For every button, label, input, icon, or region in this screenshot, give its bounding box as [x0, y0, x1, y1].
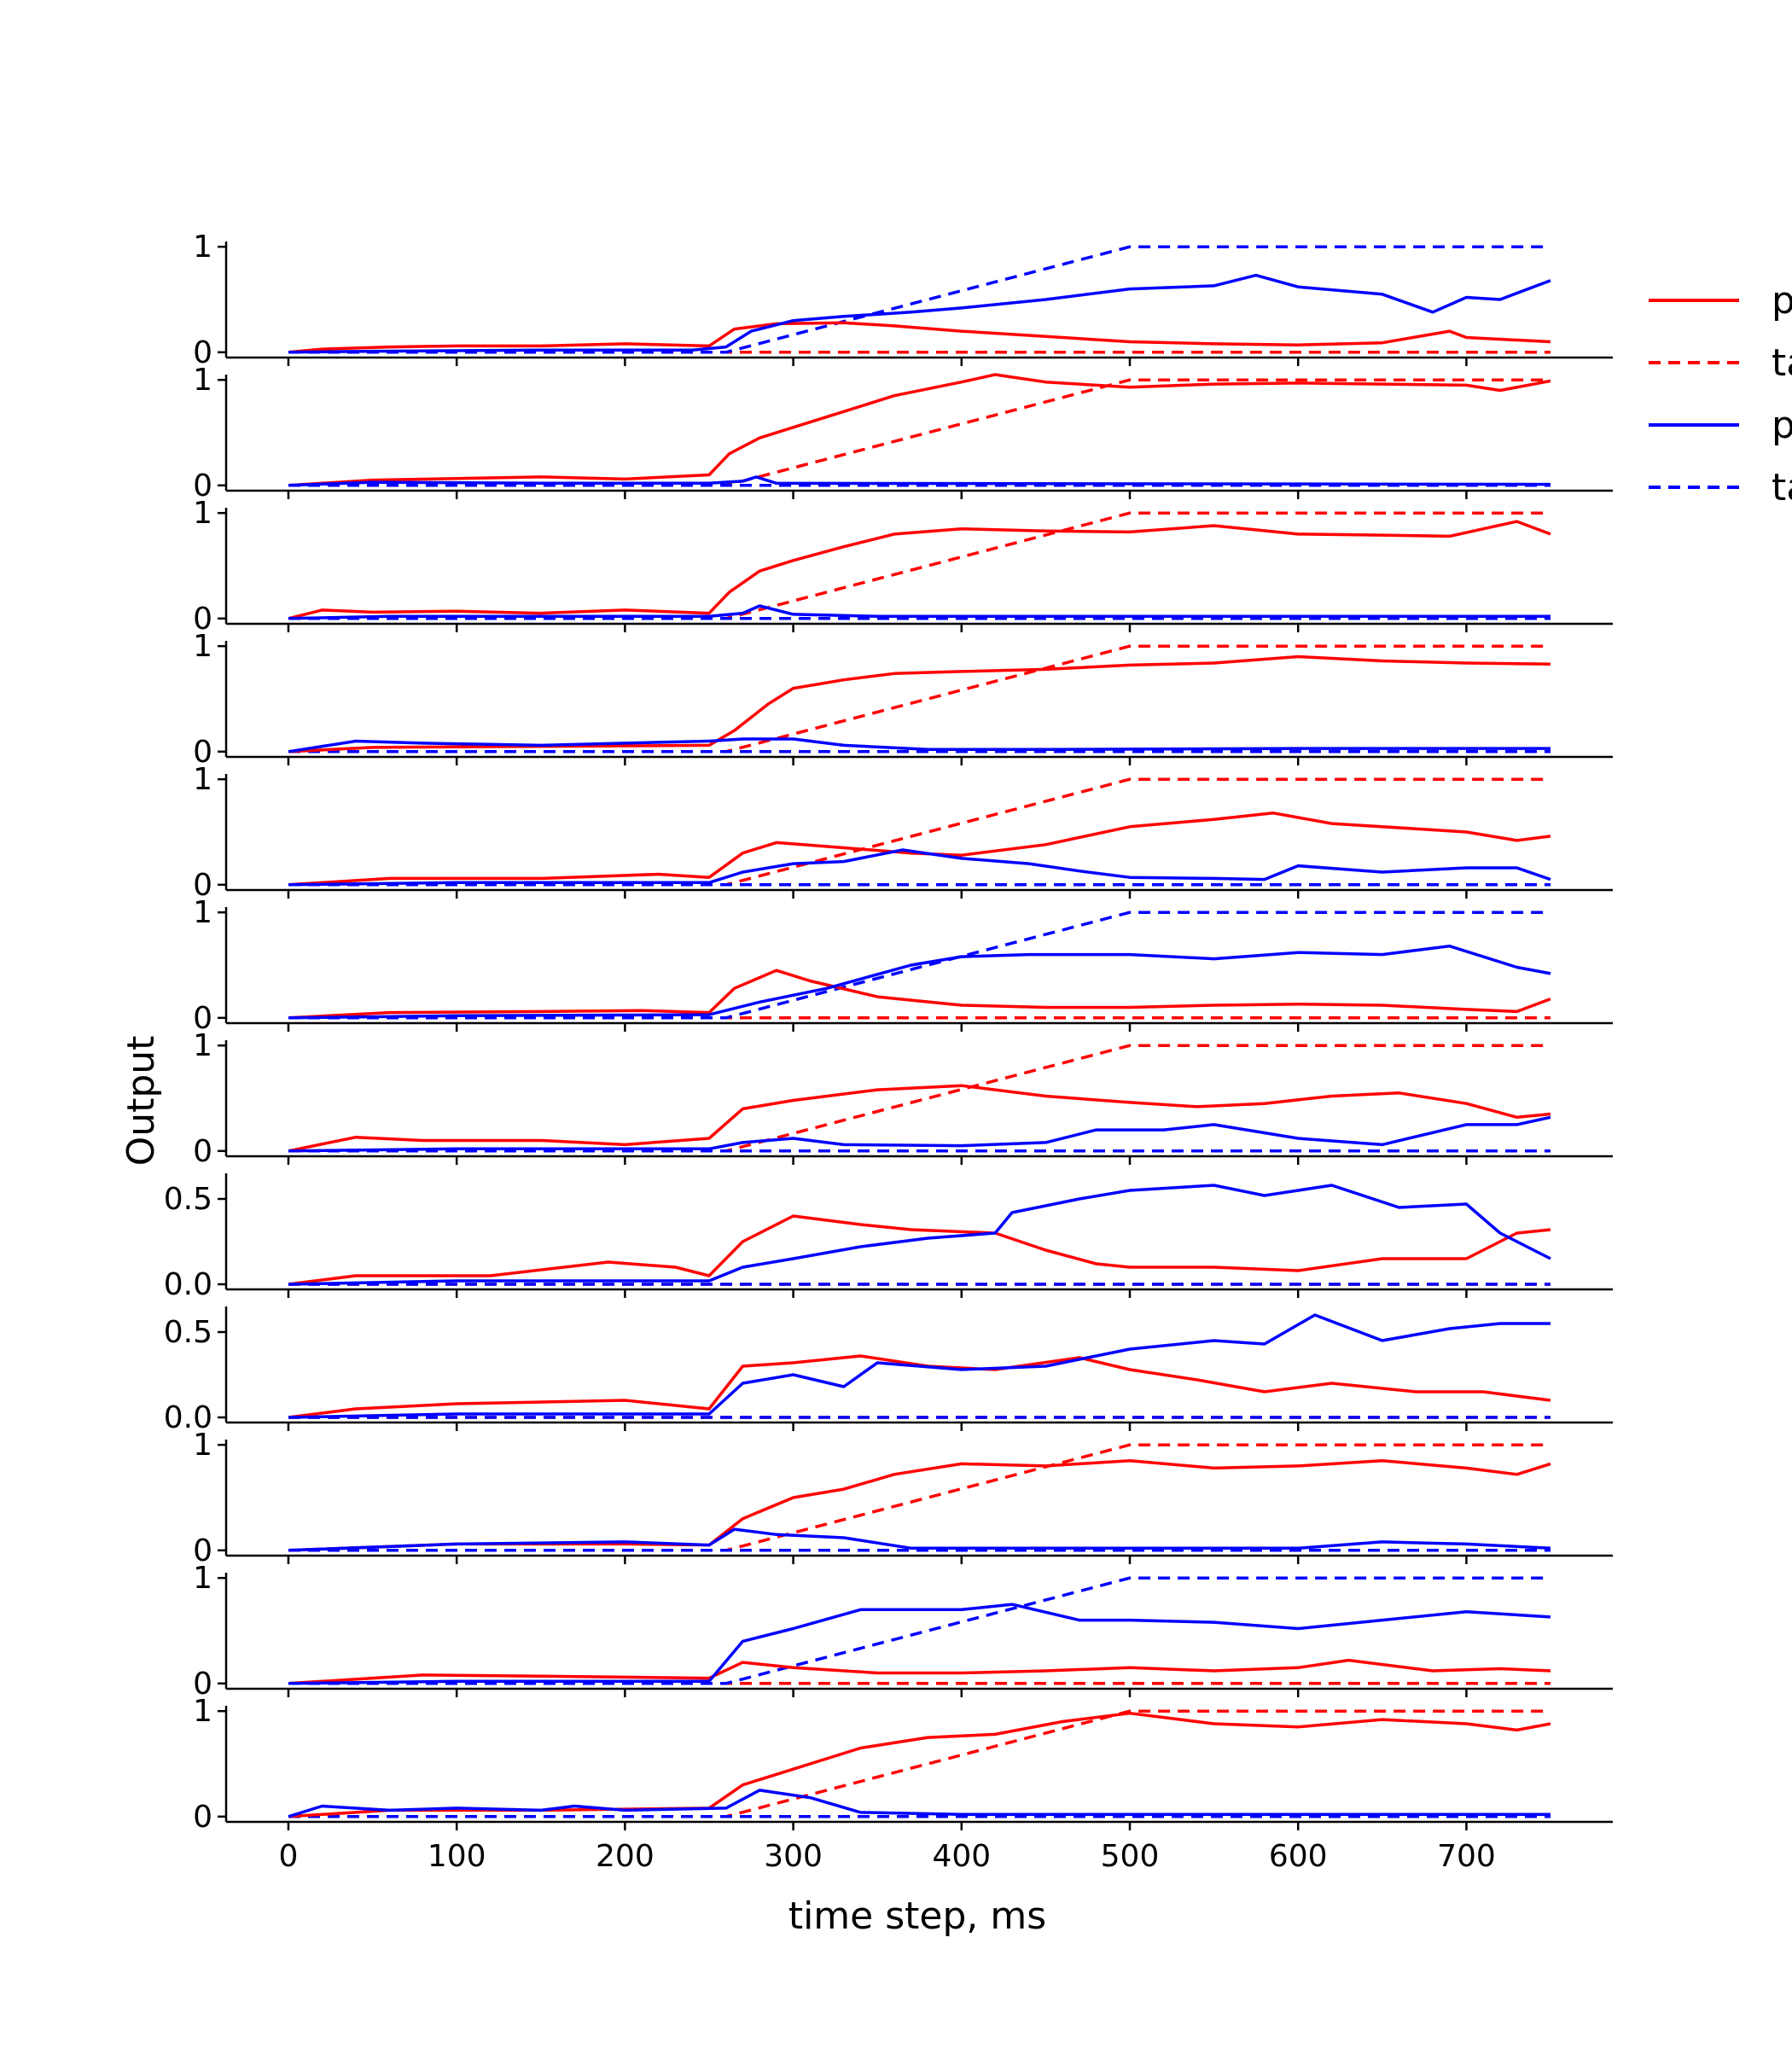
y-tick-label: 1 [193, 895, 212, 930]
legend-label: p [1772, 279, 1792, 323]
y-tick-label: 0.0 [164, 1267, 212, 1302]
legend-label: ta [1772, 341, 1792, 385]
blue-prediction-line [288, 1115, 1551, 1153]
y-tick-label: 0 [193, 602, 212, 637]
y-tick-label: 1 [193, 1428, 212, 1463]
blue-target-line [288, 1576, 1551, 1685]
x-tick-label: 0 [279, 1839, 299, 1874]
panel-12: 01 [193, 1694, 1613, 1835]
y-tick-label: 0.5 [164, 1315, 212, 1350]
red-prediction-line [288, 1458, 1551, 1552]
y-tick-label: 1 [193, 496, 212, 531]
red-target-line [288, 777, 1551, 887]
blue-prediction-line [288, 273, 1551, 354]
red-prediction-line [288, 1658, 1551, 1685]
red-prediction-line [288, 520, 1551, 620]
y-axis-label: Output [119, 1036, 163, 1167]
y-tick-label: 1 [193, 230, 212, 265]
blue-prediction-line [288, 1527, 1551, 1552]
panel-9: 0.0 0.5 [164, 1306, 1613, 1435]
y-tick-label: 0 [193, 868, 212, 903]
y-tick-label: 0 [193, 1134, 212, 1169]
y-tick-label: 0 [193, 735, 212, 770]
x-tick-label: 300 [764, 1839, 823, 1874]
red-prediction-line [288, 1354, 1551, 1419]
blue-prediction-line [288, 1603, 1551, 1685]
red-target-line [288, 378, 1551, 487]
red-target-line [288, 511, 1551, 620]
panel-7: 01 [193, 1028, 1613, 1169]
x-tick-label: 400 [932, 1839, 991, 1874]
y-tick-label: 0 [193, 1533, 212, 1568]
blue-prediction-line [288, 604, 1551, 620]
red-target-line [288, 1044, 1551, 1153]
y-tick-label: 0 [193, 1001, 212, 1036]
y-tick-label: 0 [193, 1800, 212, 1835]
y-tick-label: 1 [193, 363, 212, 398]
y-tick-label: 1 [193, 629, 212, 664]
x-tick-label: 100 [428, 1839, 486, 1874]
panel-1: 01 [193, 230, 1613, 370]
panel-4: 01 [193, 629, 1613, 770]
y-tick-label: 0.5 [164, 1182, 212, 1217]
y-tick-label: 0 [193, 1667, 212, 1702]
red-prediction-line [288, 321, 1551, 354]
y-tick-label: 0 [193, 468, 212, 503]
blue-prediction-line [288, 1184, 1551, 1286]
blue-prediction-line [288, 1789, 1551, 1818]
red-prediction-line [288, 969, 1551, 1020]
y-tick-label: 1 [193, 1028, 212, 1063]
panel-10: 01 [193, 1428, 1613, 1568]
panel-6: 01 [193, 895, 1613, 1036]
y-tick-label: 1 [193, 762, 212, 797]
x-tick-label: 500 [1101, 1839, 1160, 1874]
blue-target-line [288, 245, 1551, 354]
blue-prediction-line [288, 475, 1551, 487]
red-prediction-line [288, 1084, 1551, 1153]
panel-3: 01 [193, 496, 1613, 637]
panel-2: 01 [193, 363, 1613, 503]
legend-label: p [1772, 404, 1792, 447]
blue-target-line [288, 911, 1551, 1020]
y-tick-label: 1 [193, 1694, 212, 1729]
legend: p ta p ta [1649, 279, 1792, 509]
legend-label: ta [1772, 466, 1792, 509]
y-tick-label: 0.0 [164, 1400, 212, 1435]
y-tick-label: 1 [193, 1561, 212, 1596]
panel-8: 0.0 0.5 [164, 1173, 1613, 1302]
blue-prediction-line [288, 944, 1551, 1020]
red-prediction-line [288, 811, 1551, 887]
x-tick-label: 700 [1437, 1839, 1496, 1874]
blue-prediction-line [288, 848, 1551, 887]
panel-11: 01 [193, 1561, 1613, 1702]
red-target-line [288, 1709, 1551, 1818]
x-tick-label: 600 [1269, 1839, 1328, 1874]
x-tick-label: 200 [596, 1839, 655, 1874]
red-target-line [288, 644, 1551, 753]
red-prediction-line [288, 655, 1551, 753]
y-tick-label: 0 [193, 335, 212, 370]
x-axis-label: time step, ms [788, 1894, 1046, 1938]
red-prediction-line [288, 1214, 1551, 1286]
blue-prediction-line [288, 737, 1551, 753]
blue-prediction-line [288, 1313, 1551, 1419]
red-prediction-line [288, 373, 1551, 487]
panel-5: 01 [193, 762, 1613, 903]
